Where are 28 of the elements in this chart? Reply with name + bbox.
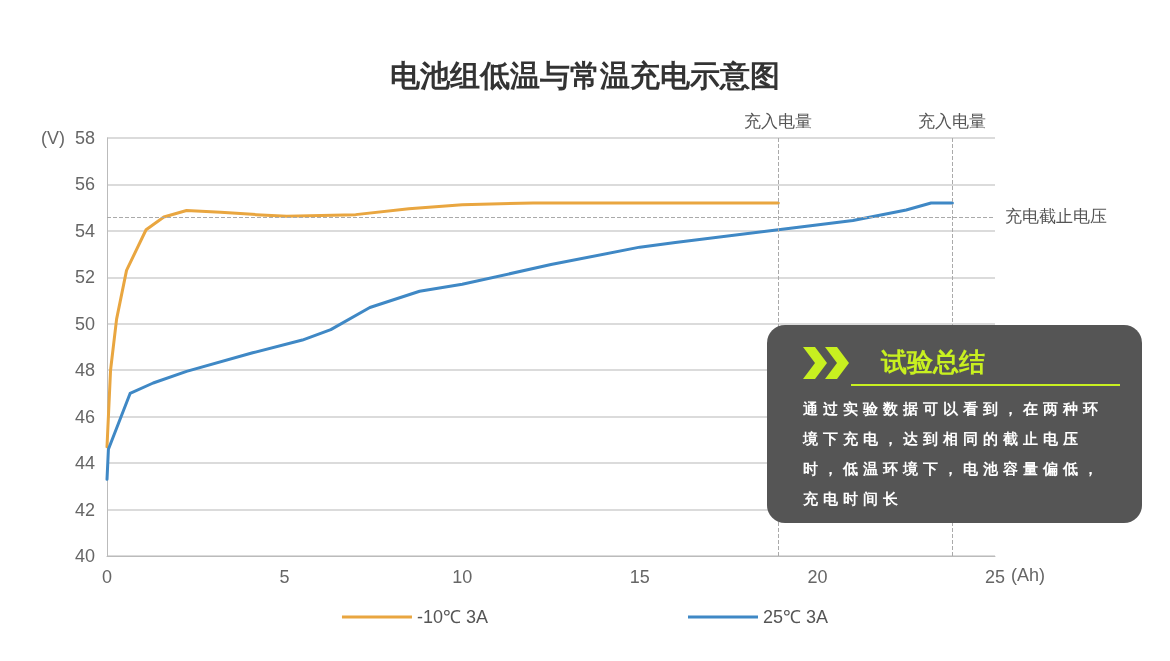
legend-label: -10℃ 3A bbox=[416, 607, 489, 627]
y-tick-label: 50 bbox=[74, 313, 95, 334]
y-tick-label: 42 bbox=[74, 499, 95, 520]
line-series bbox=[105, 201, 780, 449]
summary-card: 试验总结 通过实验数据可以看到，在两种环境下充电，达到相同的截止电压时，低温环境下，电池容量偏低，充电时间长 bbox=[767, 325, 1142, 523]
x-tick-label: 25 bbox=[984, 567, 1006, 587]
y-tick-label: 40 bbox=[74, 546, 95, 566]
chart-title: 电池组低温与常温充电示意图 bbox=[390, 58, 780, 92]
ref-line-label: 充入电量 bbox=[918, 112, 987, 131]
ref-line-label: 充入电量 bbox=[744, 112, 813, 131]
x-tick-label: 0 bbox=[101, 567, 113, 587]
x-tick-label: 20 bbox=[807, 567, 828, 587]
x-tick-label: 15 bbox=[629, 567, 650, 587]
x-tick-label: 5 bbox=[279, 567, 290, 587]
y-tick-label: 58 bbox=[74, 128, 95, 148]
legend-label: 25℃ 3A bbox=[763, 607, 829, 627]
ref-line-label: 充电截止电压 bbox=[1005, 207, 1107, 227]
annotation: 通过实验数据可以看到，在两种环境下充电，达到相同的截止电压时，低温环境下，电池容量偏低，充电时间长 bbox=[803, 399, 1103, 510]
x-axis-title: (Ah) bbox=[1010, 565, 1045, 585]
annotation: 试验总结 bbox=[881, 346, 985, 379]
y-tick-label: 44 bbox=[74, 453, 95, 474]
y-tick-label: 56 bbox=[74, 174, 95, 195]
y-tick-label: 54 bbox=[74, 220, 95, 241]
y-tick-label: 48 bbox=[74, 360, 95, 381]
x-tick-label: 10 bbox=[452, 567, 473, 587]
y-tick-label: 52 bbox=[74, 267, 95, 288]
y-tick-label: 46 bbox=[74, 406, 95, 427]
y-axis-title: (V) bbox=[41, 128, 65, 148]
